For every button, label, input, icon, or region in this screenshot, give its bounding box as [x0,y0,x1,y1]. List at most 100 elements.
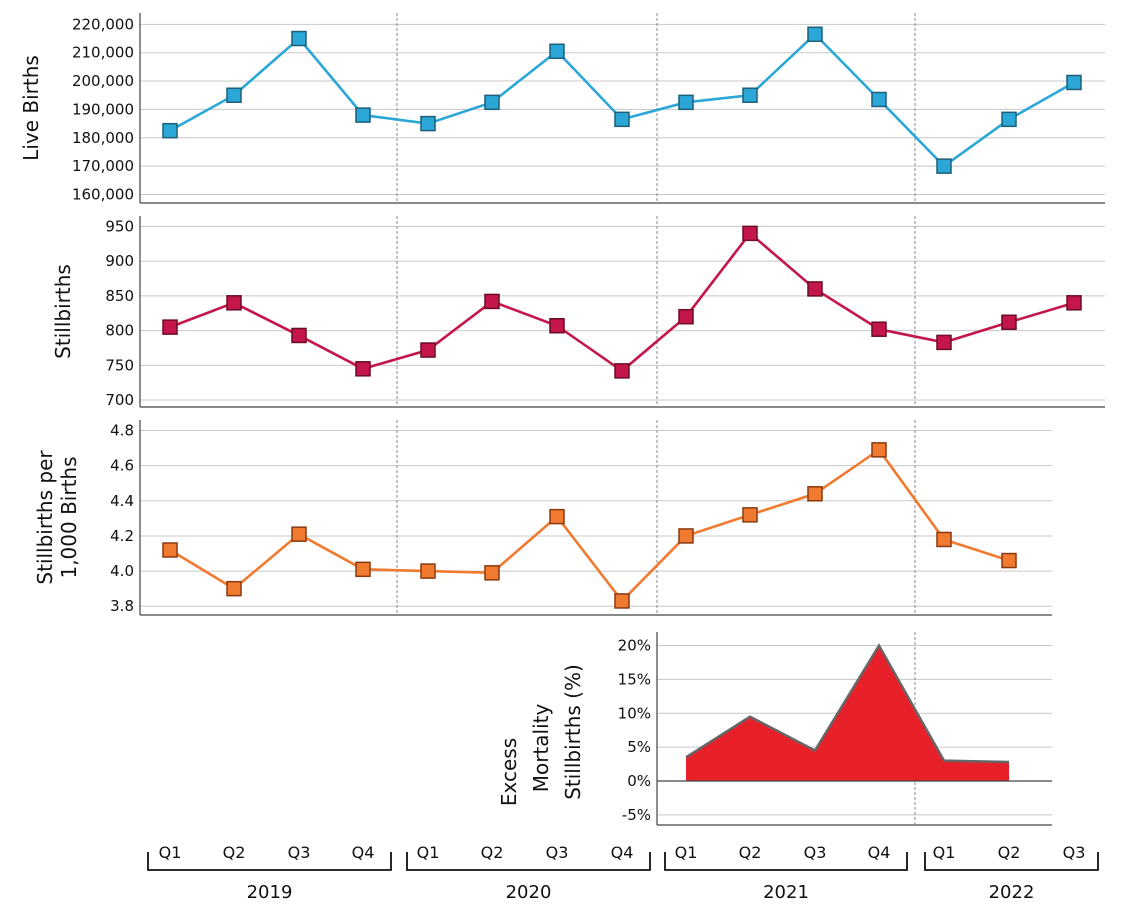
data-point [936,531,952,548]
x-tick-label: Q4 [352,843,375,862]
data-point [742,87,758,103]
data-point [484,565,500,581]
y-tick-label: 20% [618,637,651,655]
x-tick-label: Q2 [998,843,1021,862]
x-tick-label: Q2 [481,843,504,862]
y-tick-label: 200,000 [72,72,134,90]
y-tick-label: 4.8 [110,422,134,440]
year-label: 2021 [763,882,809,903]
data-point [871,442,887,458]
y-tick-label: 700 [105,391,134,409]
data-point [420,115,436,132]
data-point [420,563,436,579]
y-axis-label: Stillbirths (%) [561,664,585,800]
x-tick-label: Q4 [611,843,634,862]
data-point [936,158,952,174]
data-point [291,30,307,47]
y-tick-label: 170,000 [72,157,134,175]
y-tick-label: 220,000 [72,15,134,33]
data-point [291,327,307,344]
year-bracket [664,852,908,871]
y-axis-label: Stillbirths per [33,450,57,585]
y-tick-label: 4.2 [110,527,134,545]
data-point [291,526,307,542]
data-point [355,361,371,377]
x-tick-label: Q2 [739,843,762,862]
data-point [614,363,630,379]
data-point [355,107,371,123]
data-point [871,91,887,108]
data-point [1001,111,1017,128]
x-tick-label: Q3 [804,843,827,862]
y-tick-label: 4.6 [110,457,134,475]
data-point [936,334,952,351]
y-tick-label: 3.8 [110,597,134,615]
x-tick-label: Q1 [417,843,440,862]
data-point [549,508,565,525]
x-tick-label: Q4 [868,843,891,862]
x-tick-label: Q3 [1063,843,1086,862]
year-label: 2019 [247,882,293,903]
data-point [614,111,630,128]
y-tick-label: 4.0 [110,562,134,580]
x-tick-label: Q2 [223,843,246,862]
x-tick-label: Q3 [546,843,569,862]
y-tick-label: 160,000 [72,185,134,203]
data-point [355,561,371,578]
year-label: 2020 [506,882,552,903]
y-tick-label: 210,000 [72,44,134,62]
x-tick-label: Q3 [288,843,311,862]
y-tick-label: 900 [105,252,134,270]
y-tick-label: -5% [622,806,651,824]
y-tick-label: 850 [105,287,134,305]
data-point [162,542,178,558]
data-point [1066,74,1082,91]
data-point [226,295,242,311]
data-point [678,94,694,111]
x-tick-label: Q1 [933,843,956,862]
data-point [807,281,823,297]
y-tick-label: 950 [105,217,134,235]
x-tick-label: Q1 [159,843,182,862]
area-outline [685,643,1010,764]
data-point [1001,552,1017,569]
x-tick-label: Q1 [675,843,698,862]
series-line [169,32,1075,168]
data-point [678,308,694,325]
y-axis-label: Live Births [19,55,43,161]
y-tick-label: 750 [105,356,134,374]
data-point [807,486,823,502]
data-point [420,342,436,358]
data-point [226,580,242,597]
data-point [484,94,500,111]
y-tick-label: 4.4 [110,492,134,510]
year-bracket [924,852,1099,871]
series-line [169,231,1075,373]
year-bracket [406,852,651,871]
y-tick-label: 180,000 [72,129,134,147]
y-tick-label: 190,000 [72,100,134,118]
data-point [484,293,500,310]
y-axis-label: Excess [497,738,521,806]
data-point [1066,295,1082,311]
data-point [1001,314,1017,331]
data-point [678,528,694,544]
data-point [871,321,887,337]
y-axis-label: Stillbirths [51,264,75,359]
y-tick-label: 0% [627,772,651,790]
data-point [226,87,242,103]
data-point [162,122,178,139]
year-bracket [147,852,392,871]
data-point [614,593,630,609]
data-point [549,317,565,334]
area-fill [686,645,1009,781]
y-axis-label: Mortality [529,704,553,793]
data-point [742,225,758,242]
y-tick-label: 5% [627,738,651,756]
data-point [807,26,823,43]
data-point [742,507,758,523]
year-label: 2022 [989,882,1035,903]
data-point [162,319,178,335]
y-tick-label: 15% [618,670,651,688]
